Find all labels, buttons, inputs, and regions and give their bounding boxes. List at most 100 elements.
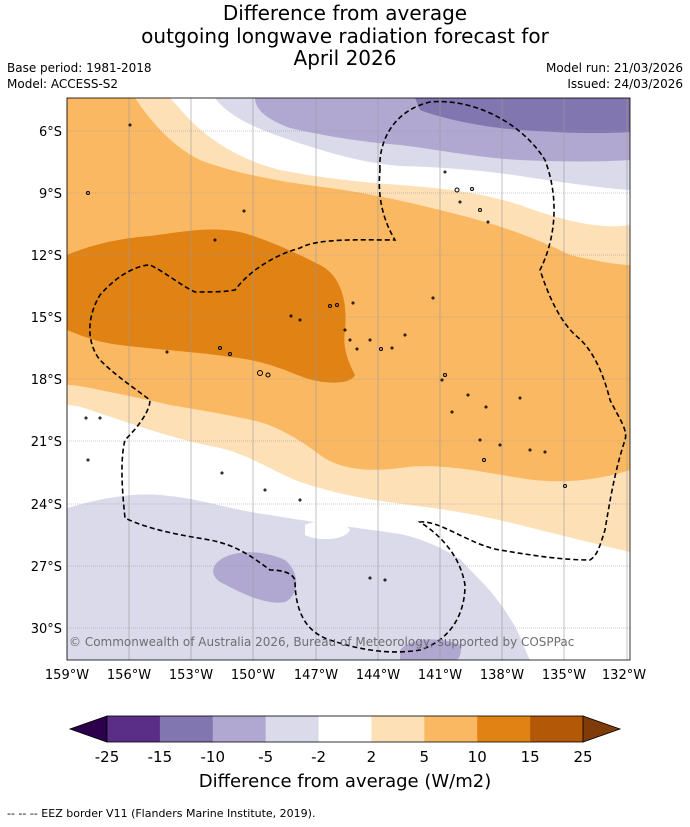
map-title: Difference from average outgoing longwav… xyxy=(0,2,690,70)
colorbar-segment xyxy=(477,716,531,742)
island xyxy=(298,318,302,322)
island xyxy=(289,314,293,318)
lon-tick: 150°W xyxy=(231,668,275,683)
colorbar-label: -15 xyxy=(148,748,173,766)
island xyxy=(165,350,169,354)
title-line-1: Difference from average xyxy=(222,1,468,25)
island xyxy=(466,393,470,397)
colorbar-label: -10 xyxy=(201,748,226,766)
island xyxy=(348,338,352,342)
island xyxy=(458,200,462,204)
base-period: Base period: 1981-2018 xyxy=(7,61,152,75)
island xyxy=(443,170,447,174)
lon-tick-labels: 159°W 156°W 153°W 150°W 147°W 144°W 141°… xyxy=(45,668,646,683)
island xyxy=(443,373,447,377)
lon-tick: 147°W xyxy=(294,668,338,683)
island xyxy=(86,458,90,462)
model-run: Model run: 21/03/2026 xyxy=(545,61,683,75)
colorbar-legend: -25 -15 -10 -5 -2 2 5 10 15 25 Difference from av… xyxy=(68,715,622,792)
island xyxy=(128,123,132,127)
colorbar-under-triangle xyxy=(68,715,108,743)
island xyxy=(351,301,355,305)
contour-light-orange-patch xyxy=(297,456,318,466)
contour-white-lower-right xyxy=(420,519,630,660)
island xyxy=(450,410,454,414)
model-name: Model: ACCESS-S2 xyxy=(7,77,119,91)
lat-tick: 15°S xyxy=(31,311,62,326)
island xyxy=(343,328,347,332)
colorbar-frame xyxy=(106,715,584,743)
colorbar-label: -25 xyxy=(95,748,120,766)
island xyxy=(368,338,372,342)
lon-tick: 144°W xyxy=(356,668,400,683)
island xyxy=(543,450,547,454)
contour-dark-purple-north xyxy=(415,98,630,134)
lat-tick: 6°S xyxy=(39,125,62,140)
colorbar-label: 10 xyxy=(468,748,487,766)
island xyxy=(470,187,474,191)
island xyxy=(440,378,444,382)
island xyxy=(368,576,372,580)
island xyxy=(298,498,302,502)
island xyxy=(478,438,482,442)
map-plot xyxy=(67,98,630,660)
colorbar-segment xyxy=(212,716,266,742)
island xyxy=(257,370,263,376)
plot-frame xyxy=(66,97,631,661)
lat-tick: 18°S xyxy=(31,373,62,388)
island xyxy=(218,346,222,350)
colorbar-label: 2 xyxy=(367,748,377,766)
contour-purple-small xyxy=(400,639,461,660)
island xyxy=(478,208,482,212)
lat-tick: 27°S xyxy=(31,560,62,575)
eez-border-main xyxy=(89,100,627,653)
colorbar-label: 15 xyxy=(521,748,540,766)
lat-tick: 9°S xyxy=(39,187,62,202)
title-line-3: April 2026 xyxy=(293,46,397,70)
island xyxy=(431,296,435,300)
lon-tick: 141°W xyxy=(418,668,462,683)
island xyxy=(498,443,502,447)
island xyxy=(379,347,383,351)
island xyxy=(563,484,567,488)
lon-tick: 156°W xyxy=(107,668,151,683)
meta-right: Model run: 21/03/2026 Issued: 24/03/2026 xyxy=(546,60,683,92)
lon-tick: 135°W xyxy=(542,668,586,683)
title-line-2: outgoing longwave radiation forecast for xyxy=(141,23,549,48)
island xyxy=(213,238,217,242)
colorbar-segment xyxy=(530,716,584,742)
island xyxy=(242,209,246,213)
colorbar-segment xyxy=(159,716,214,742)
colorbar-label: -2 xyxy=(311,748,326,766)
eez-note: -- -- -- EEZ border V11 (Flanders Marine… xyxy=(7,807,316,820)
lat-tick-labels: 6°S 9°S 12°S 15°S 18°S 21°S 24°S 27°S 30… xyxy=(31,125,62,637)
island xyxy=(454,187,460,193)
island xyxy=(403,333,407,337)
island xyxy=(263,488,267,492)
map-credit: © Commonwealth of Australia 2026, Bureau… xyxy=(69,635,574,649)
colorbar-over-triangle xyxy=(582,715,622,743)
colorbar-segment xyxy=(371,716,425,742)
island xyxy=(86,191,90,195)
lon-tick: 153°W xyxy=(169,668,213,683)
colorbar-segment xyxy=(424,716,478,742)
lon-tick: 132°W xyxy=(602,668,646,683)
colorbar-label: -5 xyxy=(258,748,273,766)
colorbar-label: 5 xyxy=(420,748,430,766)
island xyxy=(528,448,532,452)
colorbar-segment xyxy=(318,716,372,742)
contour-medium-orange xyxy=(67,98,630,482)
colorbar-title: Difference from average (W/m2) xyxy=(199,771,491,792)
colorbar-segment xyxy=(107,716,161,742)
lat-tick: 30°S xyxy=(31,622,62,637)
island xyxy=(328,304,332,308)
lat-tick: 12°S xyxy=(31,249,62,264)
issued-date: Issued: 24/03/2026 xyxy=(567,77,683,91)
island xyxy=(484,405,488,409)
island xyxy=(335,303,339,307)
island xyxy=(482,458,486,462)
island xyxy=(228,352,232,356)
lat-tick: 24°S xyxy=(31,498,62,513)
island xyxy=(98,416,102,420)
islands xyxy=(84,123,567,582)
